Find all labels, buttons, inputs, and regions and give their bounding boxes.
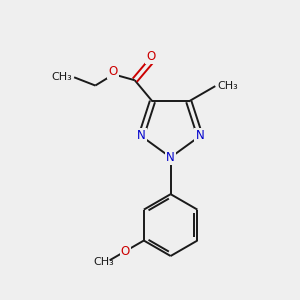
Text: N: N xyxy=(137,130,146,142)
Text: O: O xyxy=(121,244,130,258)
Text: O: O xyxy=(108,65,118,78)
Text: CH₃: CH₃ xyxy=(218,80,239,91)
Text: O: O xyxy=(146,50,156,63)
Text: CH₃: CH₃ xyxy=(51,72,72,82)
Text: N: N xyxy=(196,130,204,142)
Text: CH₃: CH₃ xyxy=(94,257,114,267)
Text: N: N xyxy=(166,151,175,164)
